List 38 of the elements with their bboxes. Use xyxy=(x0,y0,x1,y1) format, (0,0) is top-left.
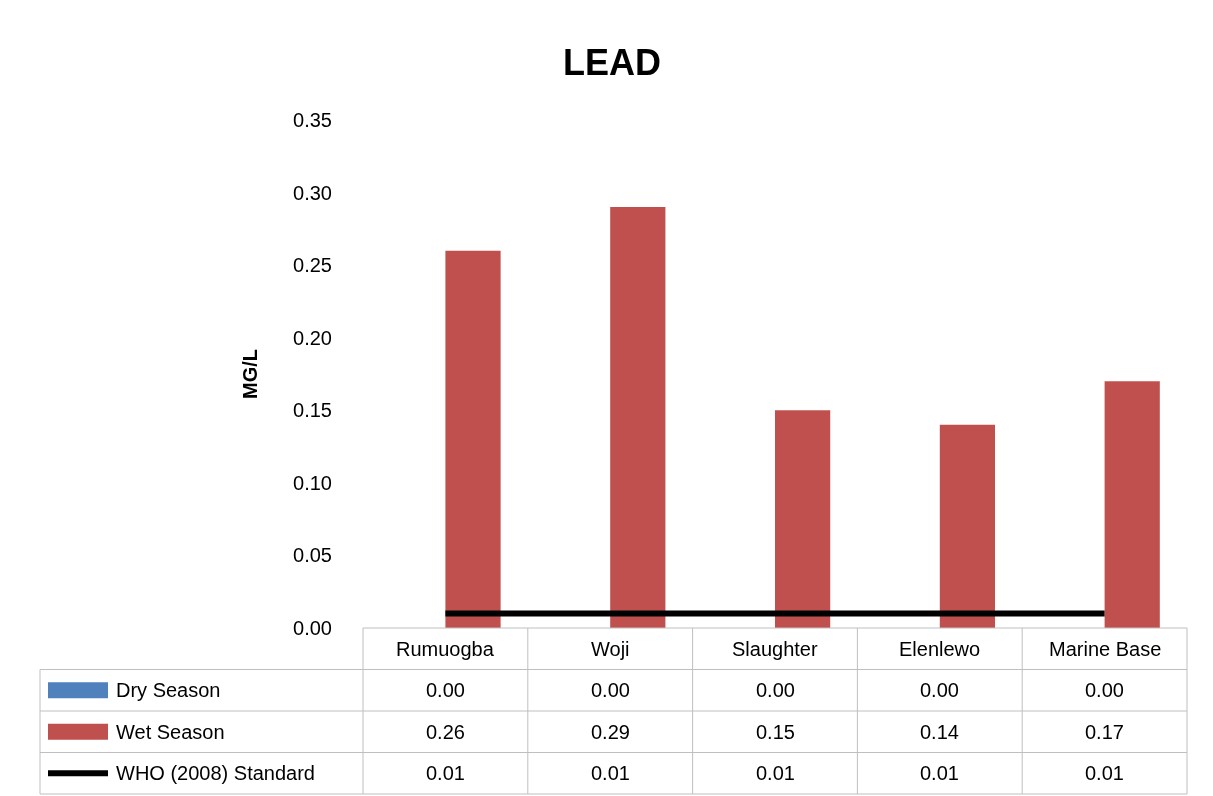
data-label: 0.01 xyxy=(920,762,959,784)
data-label: 0.00 xyxy=(426,679,465,701)
x-tick-label: Rumuogba xyxy=(396,638,495,660)
x-tick-label: Slaughter xyxy=(732,638,818,660)
y-tick-label: 0.05 xyxy=(293,544,332,567)
y-tick-label: 0.25 xyxy=(293,254,332,277)
data-label: 0.26 xyxy=(426,721,465,743)
data-label: 0.00 xyxy=(756,679,795,701)
y-tick-label: 0.10 xyxy=(293,471,332,494)
x-tick-label: Marine Base xyxy=(1049,638,1162,660)
data-label: 0.01 xyxy=(756,762,795,784)
y-tick-label: 0.00 xyxy=(293,617,332,639)
data-label: 0.01 xyxy=(591,762,630,784)
data-label: 0.17 xyxy=(1085,721,1124,743)
data-label: 0.00 xyxy=(591,679,630,701)
data-label: 0.15 xyxy=(756,721,795,743)
y-tick-label: 0.30 xyxy=(293,181,332,204)
x-tick-label: Elenlewo xyxy=(899,638,981,660)
data-label: 0.01 xyxy=(1085,762,1124,784)
y-tick-label: 0.20 xyxy=(293,326,332,349)
legend-label: WHO (2008) Standard xyxy=(116,762,315,784)
data-label: 0.29 xyxy=(591,721,630,743)
chart-title: LEAD xyxy=(563,41,661,83)
data-label: 0.01 xyxy=(426,762,465,784)
bar xyxy=(1104,381,1160,628)
bar xyxy=(775,410,831,628)
y-axis-title: MG/L xyxy=(238,349,261,399)
bar xyxy=(445,250,501,628)
bar xyxy=(939,424,996,628)
legend-label: Dry Season xyxy=(116,679,221,701)
y-tick-label: 0.15 xyxy=(293,399,332,422)
data-label: 0.14 xyxy=(920,721,959,743)
data-label: 0.00 xyxy=(1085,679,1124,701)
legend-label: Wet Season xyxy=(116,721,225,743)
bar xyxy=(610,207,666,628)
y-tick-label: 0.35 xyxy=(293,109,332,131)
data-label: 0.00 xyxy=(920,679,959,701)
x-tick-label: Woji xyxy=(591,638,630,660)
